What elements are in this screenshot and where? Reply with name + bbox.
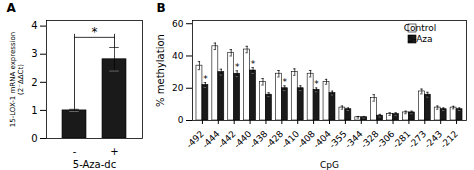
- svg-text:1: 1: [31, 105, 37, 116]
- svg-text:-440: -440: [232, 128, 254, 151]
- svg-text:3: 3: [31, 48, 37, 59]
- svg-text:*: *: [314, 79, 319, 89]
- svg-text:40: 40: [172, 51, 184, 61]
- svg-text:% methylation: % methylation: [155, 34, 166, 107]
- svg-text:-428: -428: [263, 128, 286, 151]
- svg-text:*: *: [283, 77, 288, 87]
- svg-text:CpG: CpG: [320, 160, 339, 170]
- svg-text:20: 20: [172, 83, 184, 93]
- svg-text:-404: -404: [311, 128, 333, 151]
- svg-text:-306: -306: [375, 128, 397, 151]
- svg-text:-281: -281: [390, 128, 413, 151]
- svg-text:0: 0: [31, 133, 37, 144]
- svg-text:B: B: [157, 1, 166, 15]
- svg-text:Control: Control: [404, 23, 437, 33]
- svg-text:+: +: [110, 146, 118, 157]
- svg-text:-344: -344: [343, 128, 365, 151]
- svg-text:*: *: [92, 25, 98, 39]
- svg-text:*: *: [251, 59, 256, 69]
- svg-text:-410: -410: [279, 128, 302, 151]
- svg-text:*: *: [203, 74, 208, 84]
- svg-text:-444: -444: [200, 128, 222, 151]
- svg-text:-328: -328: [359, 128, 381, 151]
- svg-text:A: A: [7, 1, 17, 15]
- svg-text:5-Aza: 5-Aza: [407, 34, 432, 44]
- svg-text:5-Aza-dc: 5-Aza-dc: [73, 159, 116, 170]
- svg-text:2: 2: [31, 77, 37, 88]
- svg-text:-408: -408: [295, 128, 318, 151]
- svg-text:-492: -492: [184, 128, 206, 151]
- svg-text:-273: -273: [406, 128, 429, 151]
- svg-text:-243: -243: [422, 128, 445, 151]
- svg-text:-355: -355: [327, 128, 349, 151]
- svg-text:60: 60: [172, 19, 184, 29]
- svg-text:-212: -212: [439, 129, 461, 151]
- svg-text:*: *: [235, 62, 240, 72]
- svg-text:15-LOX-1 mRNA expression(2⁻ΔΔC: 15-LOX-1 mRNA expression(2⁻ΔΔCt): [9, 32, 25, 128]
- svg-text:0: 0: [178, 115, 184, 125]
- svg-text:4: 4: [31, 20, 37, 31]
- svg-text:-438: -438: [247, 128, 270, 151]
- svg-text:-: -: [73, 146, 77, 157]
- svg-text:-442: -442: [216, 128, 238, 151]
